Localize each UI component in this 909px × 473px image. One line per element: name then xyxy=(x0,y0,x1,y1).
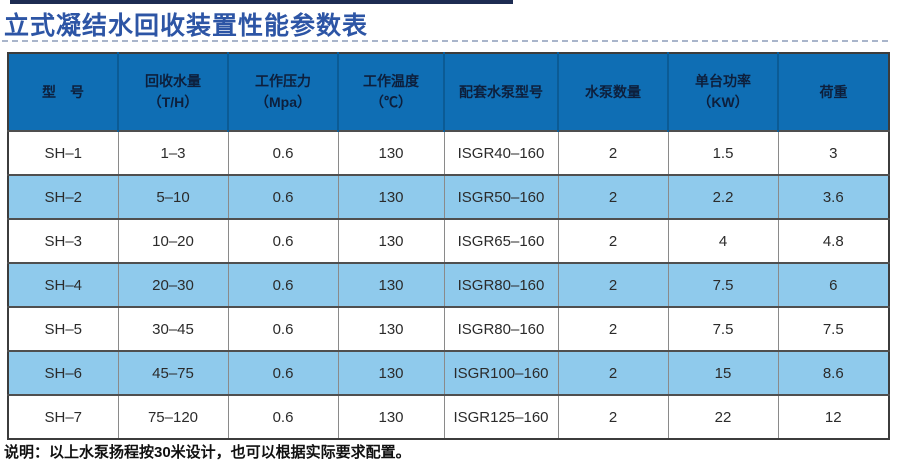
column-unit: （Mpa） xyxy=(255,94,311,110)
column-title: 单台功率 xyxy=(695,73,751,89)
value-cell: 3 xyxy=(777,130,889,175)
value-cell: 0.6 xyxy=(227,174,338,219)
table-row-4: SH–4 20–30 0.6 130 ISGR80–160 2 7.5 6 xyxy=(8,262,889,307)
column-title: 配套水泵型号 xyxy=(459,83,543,100)
value-cell: 15 xyxy=(667,350,778,395)
value-cell: 0.6 xyxy=(227,350,338,395)
column-title: 工作温度 xyxy=(363,73,419,89)
column-title: 水泵数量 xyxy=(585,83,641,100)
table-row-2: SH–2 5–10 0.6 130 ISGR50–160 2 2.2 3.6 xyxy=(8,174,889,219)
value-cell: 8.6 xyxy=(777,350,889,395)
value-cell: 7.5 xyxy=(777,306,889,351)
column-header-5: 配套水泵型号 xyxy=(443,53,558,131)
table-row-3: SH–3 10–20 0.6 130 ISGR65–160 2 4 4.8 xyxy=(8,218,889,263)
value-cell: 2 xyxy=(557,262,668,307)
performance-spec-table: 型 号 回收水量 （T/H） 工作压力 （Mpa） 工作温度 （℃） 配套水泵型号 水泵数量 单台… xyxy=(7,52,890,440)
value-cell: 5–10 xyxy=(117,174,228,219)
value-cell: 20–30 xyxy=(117,262,228,307)
column-unit: （℃） xyxy=(370,94,412,110)
column-header-8: 荷重 xyxy=(777,53,889,131)
value-cell: 10–20 xyxy=(117,218,228,263)
value-cell: 30–45 xyxy=(117,306,228,351)
value-cell: 2.2 xyxy=(667,174,778,219)
value-cell: 2 xyxy=(557,394,668,439)
value-cell: 0.6 xyxy=(227,306,338,351)
top-accent-bar xyxy=(10,0,513,4)
value-cell: 0.6 xyxy=(227,130,338,175)
value-cell: ISGR80–160 xyxy=(443,306,558,351)
value-cell: 45–75 xyxy=(117,350,228,395)
table-header-row: 型 号 回收水量 （T/H） 工作压力 （Mpa） 工作温度 （℃） 配套水泵型号 水泵数量 单台… xyxy=(8,53,889,131)
column-header-4: 工作温度 （℃） xyxy=(337,53,444,131)
column-header-7: 单台功率 （KW） xyxy=(667,53,778,131)
value-cell: ISGR100–160 xyxy=(443,350,558,395)
column-title: 荷重 xyxy=(819,83,848,100)
value-cell: 1–3 xyxy=(117,130,228,175)
value-cell: 0.6 xyxy=(227,218,338,263)
column-title: 型 号 xyxy=(42,83,84,100)
value-cell: ISGR40–160 xyxy=(443,130,558,175)
model-cell: SH–6 xyxy=(8,350,118,395)
value-cell: 2 xyxy=(557,218,668,263)
value-cell: 6 xyxy=(777,262,889,307)
column-header-1: 型 号 xyxy=(8,53,118,131)
value-cell: 130 xyxy=(337,174,444,219)
table-body: SH–1 1–3 0.6 130 ISGR40–160 2 1.5 3 SH–2 5–10 0.6 1… xyxy=(8,130,889,439)
column-header-6: 水泵数量 xyxy=(557,53,668,131)
value-cell: 130 xyxy=(337,130,444,175)
page-title: 立式凝结水回收装置性能参数表 xyxy=(4,12,369,40)
model-cell: SH–5 xyxy=(8,306,118,351)
value-cell: 12 xyxy=(777,394,889,439)
table-row-7: SH–7 75–120 0.6 130 ISGR125–160 2 22 12 xyxy=(8,394,889,439)
table-row-5: SH–5 30–45 0.6 130 ISGR80–160 2 7.5 7.5 xyxy=(8,306,889,351)
table-row-1: SH–1 1–3 0.6 130 ISGR40–160 2 1.5 3 xyxy=(8,130,889,175)
value-cell: 1.5 xyxy=(667,130,778,175)
value-cell: ISGR125–160 xyxy=(443,394,558,439)
value-cell: 4 xyxy=(667,218,778,263)
value-cell: 2 xyxy=(557,306,668,351)
value-cell: ISGR50–160 xyxy=(443,174,558,219)
table-row-6: SH–6 45–75 0.6 130 ISGR100–160 2 15 8.6 xyxy=(8,350,889,395)
footnote: 说明：以上水泵扬程按30米设计，也可以根据实际要求配置。 xyxy=(4,444,411,461)
table-header: 型 号 回收水量 （T/H） 工作压力 （Mpa） 工作温度 （℃） 配套水泵型号 水泵数量 单台… xyxy=(8,53,889,131)
value-cell: 7.5 xyxy=(667,262,778,307)
column-unit: （T/H） xyxy=(147,94,199,110)
value-cell: 0.6 xyxy=(227,262,338,307)
model-cell: SH–3 xyxy=(8,218,118,263)
value-cell: 3.6 xyxy=(777,174,889,219)
value-cell: ISGR65–160 xyxy=(443,218,558,263)
value-cell: 130 xyxy=(337,306,444,351)
model-cell: SH–2 xyxy=(8,174,118,219)
value-cell: ISGR80–160 xyxy=(443,262,558,307)
value-cell: 7.5 xyxy=(667,306,778,351)
column-header-2: 回收水量 （T/H） xyxy=(117,53,228,131)
value-cell: 2 xyxy=(557,130,668,175)
value-cell: 2 xyxy=(557,174,668,219)
value-cell: 130 xyxy=(337,350,444,395)
value-cell: 75–120 xyxy=(117,394,228,439)
column-header-3: 工作压力 （Mpa） xyxy=(227,53,338,131)
value-cell: 22 xyxy=(667,394,778,439)
column-unit: （KW） xyxy=(697,94,749,110)
value-cell: 130 xyxy=(337,394,444,439)
title-underline xyxy=(2,40,888,42)
model-cell: SH–1 xyxy=(8,130,118,175)
column-title: 工作压力 xyxy=(255,73,311,89)
model-cell: SH–4 xyxy=(8,262,118,307)
value-cell: 2 xyxy=(557,350,668,395)
column-title: 回收水量 xyxy=(145,73,201,89)
value-cell: 130 xyxy=(337,218,444,263)
model-cell: SH–7 xyxy=(8,394,118,439)
value-cell: 130 xyxy=(337,262,444,307)
value-cell: 0.6 xyxy=(227,394,338,439)
value-cell: 4.8 xyxy=(777,218,889,263)
